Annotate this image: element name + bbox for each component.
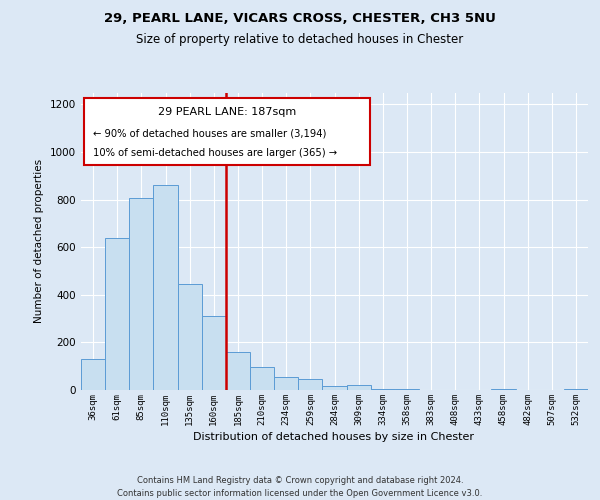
- Bar: [491, 389, 515, 390]
- Bar: [274, 377, 298, 390]
- Bar: [564, 389, 588, 390]
- Text: 10% of semi-detached houses are larger (365) →: 10% of semi-detached houses are larger (…: [92, 148, 337, 158]
- FancyBboxPatch shape: [83, 98, 370, 166]
- Y-axis label: Number of detached properties: Number of detached properties: [34, 159, 44, 324]
- Bar: [371, 389, 395, 390]
- Text: ← 90% of detached houses are smaller (3,194): ← 90% of detached houses are smaller (3,…: [92, 128, 326, 138]
- Bar: [322, 386, 347, 390]
- Text: Distribution of detached houses by size in Chester: Distribution of detached houses by size …: [193, 432, 473, 442]
- Bar: [226, 352, 250, 390]
- Text: 29, PEARL LANE, VICARS CROSS, CHESTER, CH3 5NU: 29, PEARL LANE, VICARS CROSS, CHESTER, C…: [104, 12, 496, 26]
- Bar: [154, 186, 178, 390]
- Text: Contains HM Land Registry data © Crown copyright and database right 2024.: Contains HM Land Registry data © Crown c…: [137, 476, 463, 485]
- Bar: [298, 380, 322, 390]
- Bar: [105, 238, 129, 390]
- Bar: [129, 198, 154, 390]
- Text: Contains public sector information licensed under the Open Government Licence v3: Contains public sector information licen…: [118, 489, 482, 498]
- Bar: [178, 284, 202, 390]
- Text: Size of property relative to detached houses in Chester: Size of property relative to detached ho…: [136, 32, 464, 46]
- Bar: [395, 389, 419, 390]
- Bar: [250, 368, 274, 390]
- Bar: [202, 316, 226, 390]
- Bar: [347, 385, 371, 390]
- Text: 29 PEARL LANE: 187sqm: 29 PEARL LANE: 187sqm: [158, 107, 296, 117]
- Bar: [81, 359, 105, 390]
